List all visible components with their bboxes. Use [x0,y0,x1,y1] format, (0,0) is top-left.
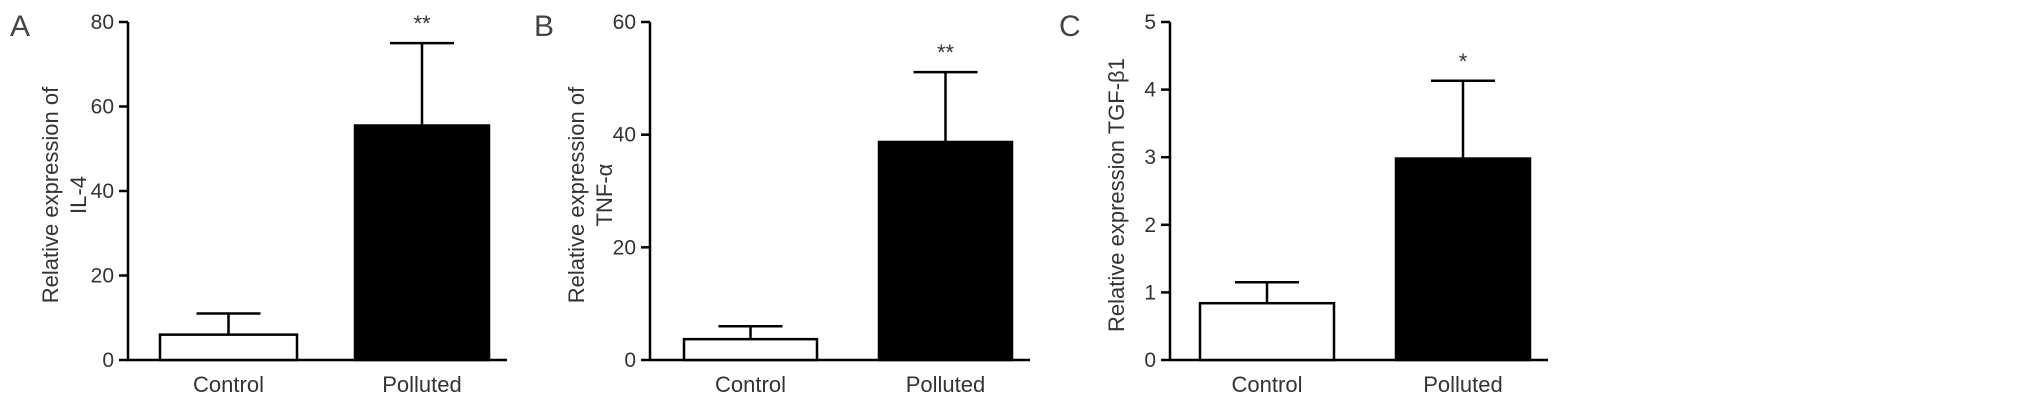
significance-marker: ** [413,11,431,36]
y-axis-label: Relative expression of [38,86,63,303]
significance-marker: ** [937,40,955,65]
bar-control [158,333,299,362]
bar-polluted [1394,157,1532,362]
y-axis-label: Relative expression TGF-β1 [1104,58,1129,332]
panel-c: C Relative expression TGF-β1 0 1 2 3 4 5 Control… [1059,10,1548,397]
panel-letter: A [10,10,30,43]
x-category-label: Polluted [906,372,986,397]
y-tick-label: 0 [1144,349,1156,372]
y-axis-label: TNF-α [592,163,617,226]
x-category-label: Control [715,372,786,397]
y-tick-label: 80 [91,11,114,34]
x-category-label: Polluted [382,372,462,397]
y-tick-label: 60 [613,11,636,34]
panel-a: A Relative expression of IL-4 0 20 40 60 80 Cont… [10,10,507,397]
y-tick-label: 20 [91,265,114,288]
bar-control [682,337,819,362]
panel-letter: C [1059,10,1081,43]
bar-polluted [353,124,491,362]
y-tick-label: 1 [1144,281,1156,304]
bar-polluted [877,140,1014,362]
y-tick-label: 2 [1144,214,1156,237]
y-tick-label: 0 [624,349,636,372]
significance-marker: * [1459,49,1468,74]
panel-b: B Relative expression of TNF-α 0 20 40 60 Contr… [534,10,1030,397]
y-tick-label: 60 [91,96,114,119]
y-axis-label: IL-4 [66,176,91,214]
y-tick-label: 3 [1144,146,1156,169]
y-axis-label: Relative expression of [564,86,589,303]
y-tick-label: 40 [613,124,636,147]
x-category-label: Control [1232,372,1303,397]
y-tick-label: 0 [102,349,114,372]
x-category-label: Polluted [1423,372,1503,397]
y-tick-label: 4 [1144,79,1156,102]
y-tick-label: 20 [613,236,636,259]
bar-control [1198,301,1336,362]
y-tick-label: 5 [1144,11,1156,34]
x-category-label: Control [193,372,264,397]
panel-letter: B [534,10,554,43]
y-tick-label: 40 [91,180,114,203]
